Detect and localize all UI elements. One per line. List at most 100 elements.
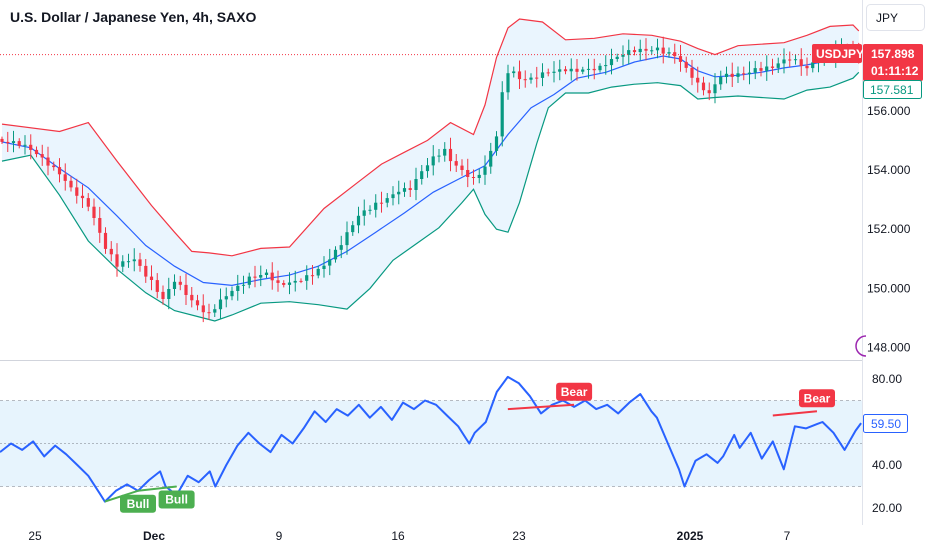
candle bbox=[293, 270, 297, 292]
candle bbox=[247, 272, 251, 289]
candle bbox=[0, 136, 4, 144]
candle bbox=[736, 66, 740, 83]
candle bbox=[86, 193, 90, 212]
candle bbox=[747, 61, 752, 85]
candle bbox=[149, 265, 154, 291]
price-tick-label: 156.000 bbox=[867, 104, 911, 118]
bull-divergence-line bbox=[137, 485, 177, 492]
candle bbox=[638, 39, 642, 61]
candle bbox=[782, 48, 786, 74]
candle bbox=[218, 288, 223, 319]
candle bbox=[224, 287, 228, 308]
candle bbox=[328, 248, 332, 276]
candle bbox=[552, 61, 556, 83]
candle bbox=[259, 265, 263, 287]
candle bbox=[299, 278, 303, 284]
candle bbox=[512, 66, 516, 78]
candle bbox=[529, 73, 533, 84]
currency-button[interactable]: JPY bbox=[866, 4, 925, 31]
rsi-line bbox=[0, 375, 862, 503]
candle bbox=[540, 63, 545, 87]
candle bbox=[759, 61, 763, 77]
candle bbox=[385, 193, 389, 208]
lower-band-value: 157.581 bbox=[870, 83, 914, 97]
bar-countdown: 01:11:12 bbox=[871, 64, 919, 78]
candle bbox=[517, 60, 522, 89]
candle bbox=[563, 66, 568, 75]
candle bbox=[201, 294, 205, 323]
candle bbox=[627, 39, 631, 65]
candle bbox=[155, 273, 159, 299]
candle bbox=[500, 81, 504, 147]
candle bbox=[753, 60, 757, 80]
candle bbox=[46, 146, 50, 176]
candle bbox=[793, 54, 798, 65]
candle bbox=[454, 154, 458, 172]
candle bbox=[535, 66, 539, 88]
svg-text:Bull: Bull bbox=[165, 493, 188, 507]
rsi-value-tag[interactable]: 59.50 bbox=[863, 414, 908, 433]
candle bbox=[241, 275, 246, 294]
candle bbox=[57, 158, 62, 183]
rsi-tick-label: 20.00 bbox=[872, 501, 902, 515]
candle bbox=[69, 176, 73, 192]
currency-button-label: JPY bbox=[876, 11, 898, 25]
candles-layer bbox=[0, 36, 861, 323]
candle bbox=[6, 131, 10, 152]
candle bbox=[615, 53, 619, 62]
bollinger-band-fill-layer bbox=[2, 19, 859, 321]
candle bbox=[178, 275, 182, 291]
candle bbox=[661, 36, 665, 64]
candle bbox=[644, 38, 648, 61]
candle bbox=[98, 206, 102, 243]
candle bbox=[126, 253, 131, 268]
candle bbox=[34, 146, 39, 158]
time-tick-label: Dec bbox=[143, 529, 165, 543]
candle bbox=[776, 57, 780, 73]
candle bbox=[443, 142, 447, 162]
symbol-price-tag[interactable]: USDJPY 157.898 01:11:12 bbox=[812, 44, 923, 81]
candle bbox=[92, 198, 96, 226]
candle bbox=[701, 76, 706, 96]
rsi-value-label: 59.50 bbox=[871, 417, 901, 431]
candle bbox=[310, 265, 315, 285]
candle bbox=[425, 158, 430, 178]
candle bbox=[431, 145, 435, 176]
candle bbox=[558, 59, 562, 81]
candle bbox=[414, 167, 418, 201]
candle bbox=[80, 184, 85, 208]
candle bbox=[339, 235, 343, 259]
candle bbox=[420, 165, 424, 185]
candle bbox=[719, 70, 723, 90]
time-tick-label: 16 bbox=[391, 529, 405, 543]
candle bbox=[207, 303, 211, 320]
candle bbox=[103, 227, 108, 254]
candle bbox=[184, 273, 188, 305]
candle bbox=[437, 149, 441, 163]
candle bbox=[621, 45, 625, 66]
candle bbox=[52, 161, 56, 171]
candle bbox=[673, 43, 677, 64]
candle bbox=[632, 46, 637, 56]
divergence-layer: Bull Bull Bear Bear bbox=[104, 382, 835, 513]
time-axis[interactable]: 25 Dec 9 16 23 2025 7 bbox=[28, 529, 790, 543]
candle bbox=[40, 144, 44, 166]
candle bbox=[351, 221, 355, 236]
candle bbox=[190, 287, 194, 308]
rsi-tick-label: 40.00 bbox=[872, 458, 902, 472]
lower-band-price-tag[interactable]: 157.581 bbox=[863, 80, 922, 99]
bollinger-lower-line bbox=[1, 71, 860, 322]
time-tick-label: 23 bbox=[512, 529, 526, 543]
candle bbox=[75, 178, 79, 204]
price-axis[interactable]: 148.000 150.000 152.000 154.000 156.000 bbox=[867, 104, 911, 355]
candle bbox=[368, 205, 372, 215]
price-tick-label: 152.000 bbox=[867, 222, 911, 236]
candle bbox=[379, 191, 384, 213]
candle bbox=[167, 277, 171, 310]
price-tick-label: 148.000 bbox=[867, 341, 911, 355]
candle bbox=[494, 131, 499, 156]
candle bbox=[466, 158, 470, 188]
candle bbox=[132, 248, 136, 272]
alert-clock-icon[interactable] bbox=[855, 335, 867, 357]
